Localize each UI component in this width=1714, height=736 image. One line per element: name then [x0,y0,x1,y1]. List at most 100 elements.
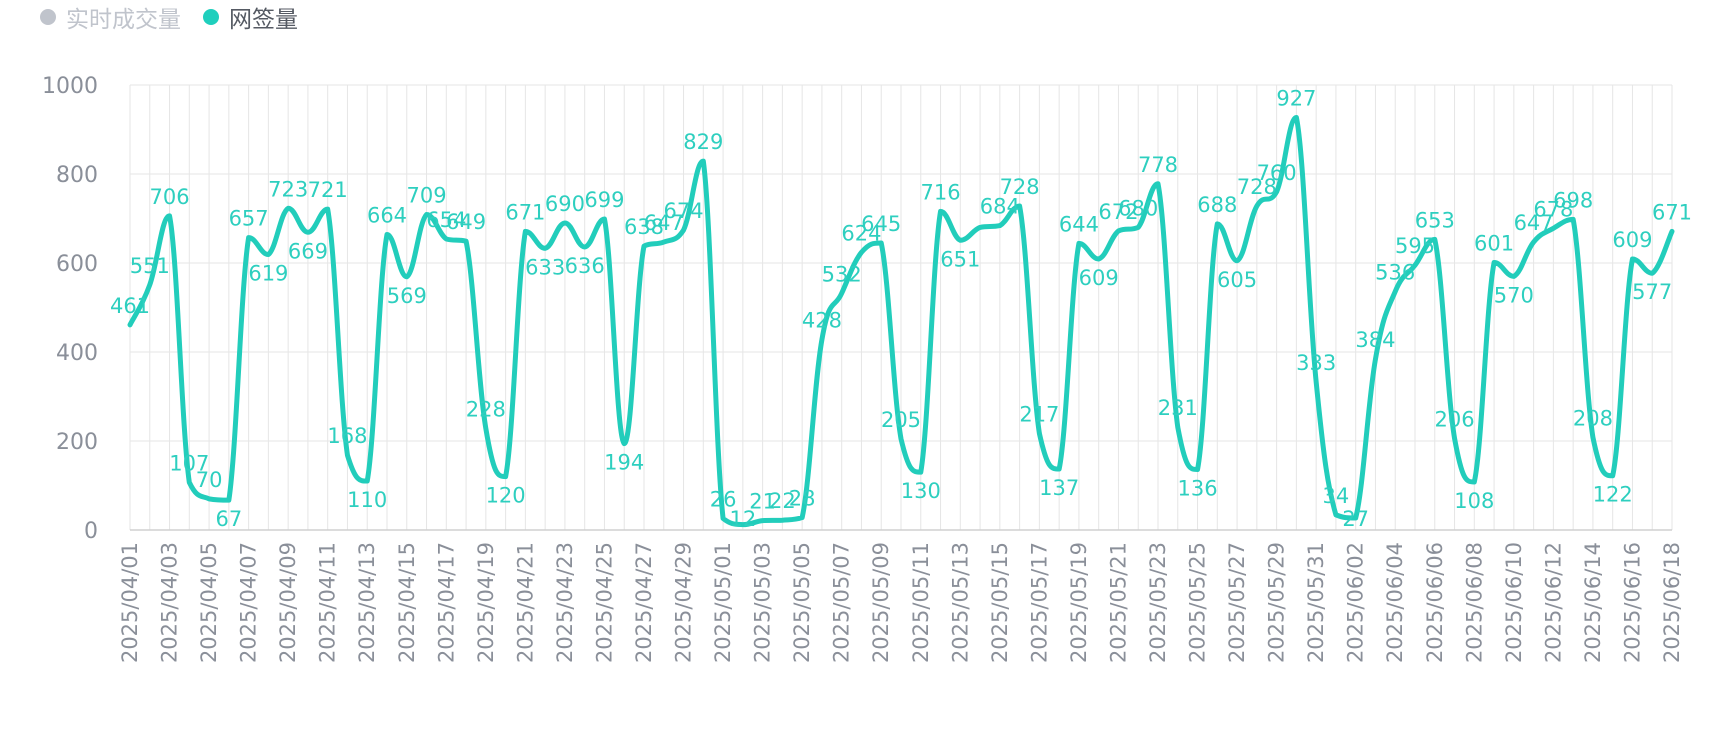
data-label: 70 [196,468,223,492]
data-label: 605 [1217,268,1257,292]
x-tick-label: 2025/06/06 [1423,542,1447,663]
x-tick-label: 2025/05/21 [1106,542,1130,663]
data-label: 108 [1454,489,1494,513]
data-label: 716 [920,180,960,204]
data-label: 684 [980,195,1020,219]
data-label: 208 [1573,406,1613,430]
data-label: 728 [1237,175,1277,199]
x-tick-label: 2025/04/27 [632,542,656,663]
x-tick-label: 2025/06/10 [1502,542,1526,663]
x-tick-label: 2025/04/09 [276,542,300,663]
y-tick-label: 400 [56,341,98,366]
x-tick-label: 2025/04/11 [316,542,340,663]
data-label: 107 [169,451,209,475]
data-label: 699 [584,188,624,212]
data-label: 671 [1652,200,1692,224]
x-tick-label: 2025/05/07 [830,542,854,663]
data-label: 680 [1118,196,1158,220]
y-tick-label: 600 [56,252,98,277]
data-label: 194 [604,451,644,475]
y-tick-label: 1000 [42,74,98,99]
data-label: 690 [545,192,585,216]
data-label: 609 [1079,266,1119,290]
x-tick-label: 2025/06/18 [1660,542,1684,663]
data-label: 34 [1323,484,1350,508]
x-tick-label: 2025/06/04 [1383,542,1407,663]
data-label: 721 [308,178,348,202]
legend-item-transaction-volume[interactable]: 实时成交量 [40,0,181,34]
legend-label: 实时成交量 [66,7,181,33]
data-label: 649 [446,210,486,234]
x-tick-label: 2025/04/01 [118,542,142,663]
data-label: 633 [525,255,565,279]
data-label: 26 [710,487,737,511]
x-tick-label: 2025/04/21 [513,542,537,663]
data-label: 728 [1000,175,1040,199]
data-label: 688 [1197,193,1237,217]
legend-item-signed-volume[interactable]: 网签量 [203,0,298,34]
x-tick-label: 2025/05/05 [790,542,814,663]
data-label: 647 [644,211,684,235]
data-label: 217 [1019,402,1059,426]
data-label: 333 [1296,351,1336,375]
x-tick-label: 2025/05/15 [988,542,1012,663]
data-label: 778 [1138,153,1178,177]
x-tick-label: 2025/05/25 [1186,542,1210,663]
data-label: 577 [1632,280,1672,304]
data-label: 619 [248,262,288,286]
data-label: 122 [1593,483,1633,507]
x-tick-label: 2025/04/23 [553,542,577,663]
y-tick-label: 200 [56,430,98,455]
data-label: 645 [861,212,901,236]
x-tick-label: 2025/06/14 [1581,542,1605,663]
x-tick-label: 2025/04/07 [237,542,261,663]
data-label: 674 [663,199,703,223]
x-tick-label: 2025/05/03 [751,542,775,663]
data-label: 532 [822,262,862,286]
x-tick-label: 2025/05/11 [909,542,933,663]
x-tick-label: 2025/04/29 [672,542,696,663]
data-label: 67 [215,507,242,531]
data-label: 672 [1098,200,1138,224]
x-tick-label: 2025/06/12 [1541,542,1565,663]
x-tick-label: 2025/04/19 [474,542,498,663]
data-label: 927 [1276,86,1316,110]
data-label: 760 [1257,161,1297,185]
data-label: 638 [624,215,664,239]
x-tick-label: 2025/06/16 [1620,542,1644,663]
data-label: 384 [1355,328,1395,352]
data-label: 653 [1415,208,1455,232]
data-label: 461 [110,294,150,318]
x-tick-label: 2025/05/09 [869,542,893,663]
y-tick-label: 0 [84,519,98,544]
data-label: 595 [1395,234,1435,258]
legend-dot-icon [40,9,56,25]
data-label: 110 [347,488,387,512]
x-tick-label: 2025/06/08 [1462,542,1486,663]
x-tick-label: 2025/04/05 [197,542,221,663]
data-label: 130 [901,479,941,503]
x-tick-label: 2025/05/17 [1027,542,1051,663]
series-line-signed-volume [127,114,1675,528]
data-label: 569 [387,284,427,308]
data-label: 205 [881,408,921,432]
x-tick-label: 2025/04/03 [158,542,182,663]
x-tick-label: 2025/04/25 [592,542,616,663]
data-label: 657 [229,207,269,231]
data-label: 601 [1474,232,1514,256]
data-label: 706 [149,185,189,209]
data-label: 231 [1158,396,1198,420]
data-label: 137 [1039,476,1079,500]
data-label: 671 [505,200,545,224]
x-tick-label: 2025/05/29 [1265,542,1289,663]
data-label: 428 [802,309,842,333]
y-tick-label: 800 [56,163,98,188]
data-label: 723 [268,177,308,201]
data-label: 624 [841,221,881,245]
legend-dot-icon [203,9,219,25]
data-label: 654 [426,208,466,232]
x-tick-label: 2025/04/17 [434,542,458,663]
data-label: 829 [683,130,723,154]
data-label: 647 [1514,211,1554,235]
data-label: 206 [1434,407,1474,431]
